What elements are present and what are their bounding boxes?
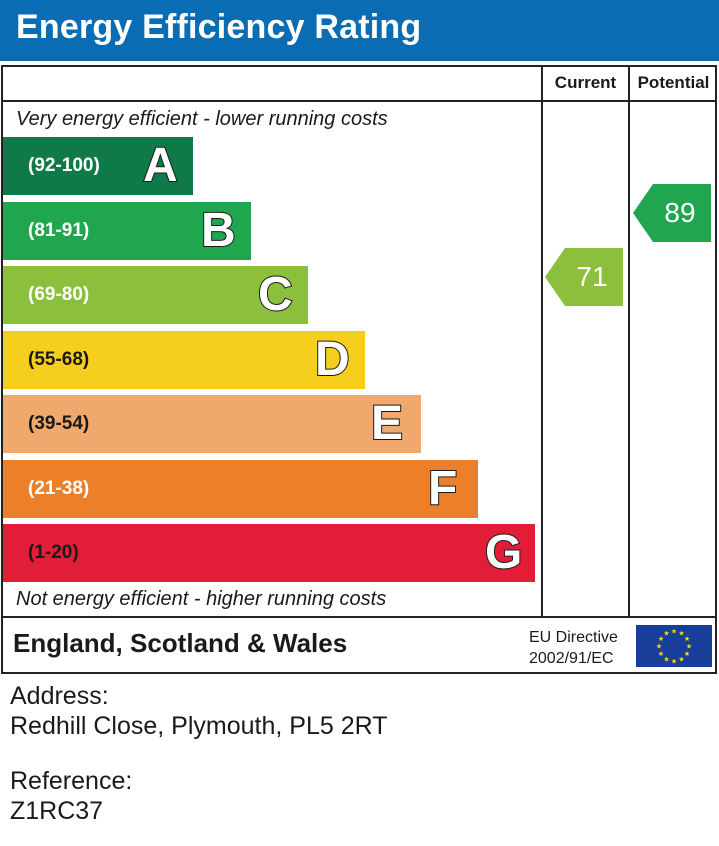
current-rating-arrow-shape — [545, 248, 623, 306]
potential-rating-arrow-shape — [633, 183, 711, 242]
band-a: (92-100) A — [3, 137, 193, 195]
footer-row-divider — [2, 616, 717, 618]
eu-star: ★ — [658, 635, 664, 643]
band-c: (69-80) C — [3, 266, 308, 324]
reference-label: Reference: — [10, 767, 133, 795]
band-letter: B — [200, 203, 237, 258]
eu-star: ★ — [678, 656, 684, 664]
eu-star: ★ — [684, 650, 690, 658]
band-letter: C — [257, 267, 294, 322]
band-range-label: (21-38) — [28, 477, 90, 499]
band-g: (1-20) G — [3, 524, 535, 582]
eu-directive-text: EU Directive 2002/91/EC — [529, 627, 618, 669]
band-range-label: (81-91) — [28, 219, 90, 241]
potential-rating-arrow: 89 — [633, 183, 711, 242]
band-letter: D — [314, 332, 351, 387]
eu-star: ★ — [678, 630, 684, 638]
band-letter: A — [142, 138, 179, 193]
eu-star: ★ — [663, 630, 669, 638]
page-title: Energy Efficiency Rating — [16, 8, 422, 46]
eu-directive-line2: 2002/91/EC — [529, 650, 614, 667]
header-bar: Energy Efficiency Rating — [0, 0, 719, 61]
band-d: (55-68) D — [3, 330, 365, 389]
band-range-label: (1-20) — [28, 542, 79, 563]
eu-star: ★ — [663, 656, 669, 664]
rating-table — [1, 65, 717, 674]
address-value: Redhill Close, Plymouth, PL5 2RT — [10, 712, 388, 740]
eu-star: ★ — [656, 643, 662, 651]
band-letter: E — [370, 396, 404, 451]
eu-star: ★ — [671, 628, 677, 636]
reference-value: Z1RC37 — [10, 797, 104, 825]
band-range-label: (39-54) — [28, 413, 90, 434]
eu-directive-line1: EU Directive — [529, 629, 618, 646]
current-rating-arrow: 71 — [545, 248, 623, 306]
current-rating-arrow-value: 71 — [576, 261, 608, 292]
band-f: (21-38) F — [3, 459, 478, 518]
band-letter: F — [427, 461, 458, 516]
band-letter: G — [484, 525, 523, 580]
band-range-label: (69-80) — [28, 284, 90, 305]
band-range-label: (92-100) — [28, 155, 100, 176]
caption-inefficient: Not energy efficient - higher running co… — [16, 588, 387, 610]
current-column-divider — [541, 67, 543, 618]
potential-column-header: Potential — [637, 73, 710, 92]
band-b: (81-91) B — [3, 201, 251, 260]
eu-flag-icon: ★ ★ ★ ★ ★ ★ ★ ★ ★ ★ ★ ★ — [636, 625, 712, 667]
eu-star: ★ — [686, 643, 692, 651]
potential-rating-arrow-value: 89 — [664, 196, 696, 228]
band-range-label: (55-68) — [28, 348, 90, 370]
eu-star: ★ — [684, 635, 690, 643]
header-row-divider — [2, 100, 717, 102]
region-label: England, Scotland & Wales — [13, 628, 348, 658]
address-label: Address: — [10, 682, 109, 710]
band-e: (39-54) E — [3, 395, 421, 453]
caption-efficient: Very energy efficient - lower running co… — [16, 108, 388, 130]
potential-column-divider — [628, 67, 630, 618]
current-column-header: Current — [554, 73, 617, 92]
eu-star: ★ — [658, 650, 664, 658]
eu-star: ★ — [671, 658, 677, 666]
